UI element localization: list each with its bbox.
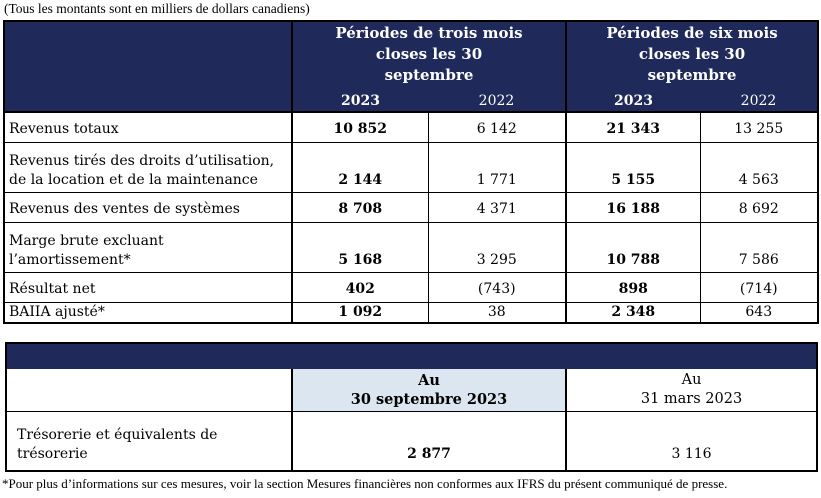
- col-line: Au: [681, 371, 702, 388]
- row-label: Résultat net: [3, 272, 293, 303]
- header-three-months-text: Périodes de trois mois closes les 30 sep…: [335, 23, 523, 84]
- value-cell: 402: [292, 272, 428, 303]
- value-cell: 2 877: [292, 411, 567, 472]
- cash-position-table: Au 30 septembre 2023 Au 31 mars 2023 Tré…: [4, 342, 819, 472]
- table-row: Revenus tirés des droits d’utilisation, …: [3, 142, 819, 193]
- value-cell: 1 092: [292, 302, 428, 324]
- value-cell: 4 563: [699, 142, 819, 193]
- table-row: Marge brute excluant l’amortissement* 5 …: [3, 222, 819, 273]
- value-cell: 7 586: [699, 222, 819, 273]
- value-cell: 8 692: [699, 192, 819, 223]
- value-cell: 898: [566, 272, 700, 303]
- header-blank: [3, 20, 293, 86]
- table-row: Revenus totaux 10 852 6 142 21 343 13 25…: [3, 111, 819, 143]
- year-header: 2022: [700, 86, 819, 112]
- value-cell: 38: [427, 302, 567, 324]
- value-cell: 4 371: [427, 192, 567, 223]
- row-label: Trésorerie et équivalents de trésorerie: [5, 411, 293, 472]
- col-mar-2023: Au 31 mars 2023: [566, 369, 819, 412]
- col-sep-2023: Au 30 septembre 2023: [292, 369, 567, 412]
- col-line: Au: [418, 371, 440, 389]
- col-line: 30 septembre 2023: [350, 390, 508, 408]
- row-label-line: Marge brute excluant: [9, 232, 164, 249]
- row-label-line: Revenus tirés des droits d’utilisation,: [9, 152, 275, 169]
- value-cell: 10 852: [292, 111, 428, 143]
- col-line: 31 mars 2023: [640, 390, 743, 407]
- row-label-line: de la location et de la maintenance: [9, 171, 258, 188]
- table-row: Résultat net 402 (743) 898 (714): [3, 272, 819, 303]
- row-label: BAIIA ajusté*: [3, 302, 293, 324]
- row-label-line: Trésorerie et équivalents de: [17, 427, 218, 443]
- value-cell: 21 343: [566, 111, 700, 143]
- footnote: *Pour plus d’informations sur ces mesure…: [2, 476, 728, 491]
- year-header: 2022: [428, 86, 567, 112]
- value-cell: 2 348: [566, 302, 700, 324]
- row-label: Revenus tirés des droits d’utilisation, …: [3, 142, 293, 193]
- row-label-line: l’amortissement*: [9, 251, 131, 268]
- value-cell: 1 771: [427, 142, 567, 193]
- value-cell: 3 295: [427, 222, 567, 273]
- value-cell: 10 788: [566, 222, 700, 273]
- year-header-blank: [3, 86, 293, 112]
- row-label: Marge brute excluant l’amortissement*: [3, 222, 293, 273]
- value-cell: (714): [699, 272, 819, 303]
- value-cell: 5 155: [566, 142, 700, 193]
- cash-header-blank: [5, 369, 293, 412]
- table-row: BAIIA ajusté* 1 092 38 2 348 643: [3, 302, 819, 324]
- value-cell: (743): [427, 272, 567, 303]
- value-cell: 3 116: [566, 411, 819, 472]
- financial-results-table: Périodes de trois mois closes les 30 sep…: [3, 20, 819, 324]
- header-six-months-text: Périodes de six mois closes les 30 septe…: [606, 23, 778, 84]
- row-label: Revenus totaux: [3, 111, 293, 143]
- value-cell: 16 188: [566, 192, 700, 223]
- row-label: Revenus des ventes de systèmes: [3, 192, 293, 223]
- value-cell: 643: [699, 302, 819, 324]
- year-header: 2023: [566, 86, 700, 112]
- header-six-months: Périodes de six mois closes les 30 septe…: [566, 20, 819, 86]
- header-three-months: Périodes de trois mois closes les 30 sep…: [292, 20, 567, 86]
- value-cell: 6 142: [427, 111, 567, 143]
- value-cell: 2 144: [292, 142, 428, 193]
- year-header: 2023: [292, 86, 428, 112]
- table-row: Trésorerie et équivalents de trésorerie …: [5, 411, 819, 472]
- row-label-line: trésorerie: [17, 446, 88, 462]
- value-cell: 5 168: [292, 222, 428, 273]
- cash-header-bar: [4, 342, 819, 369]
- units-note: (Tous les montants sont en milliers de d…: [4, 1, 310, 16]
- value-cell: 8 708: [292, 192, 428, 223]
- value-cell: 13 255: [699, 111, 819, 143]
- table-row: Revenus des ventes de systèmes 8 708 4 3…: [3, 192, 819, 223]
